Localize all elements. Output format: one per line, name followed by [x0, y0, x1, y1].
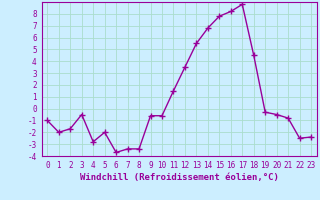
X-axis label: Windchill (Refroidissement éolien,°C): Windchill (Refroidissement éolien,°C)	[80, 173, 279, 182]
